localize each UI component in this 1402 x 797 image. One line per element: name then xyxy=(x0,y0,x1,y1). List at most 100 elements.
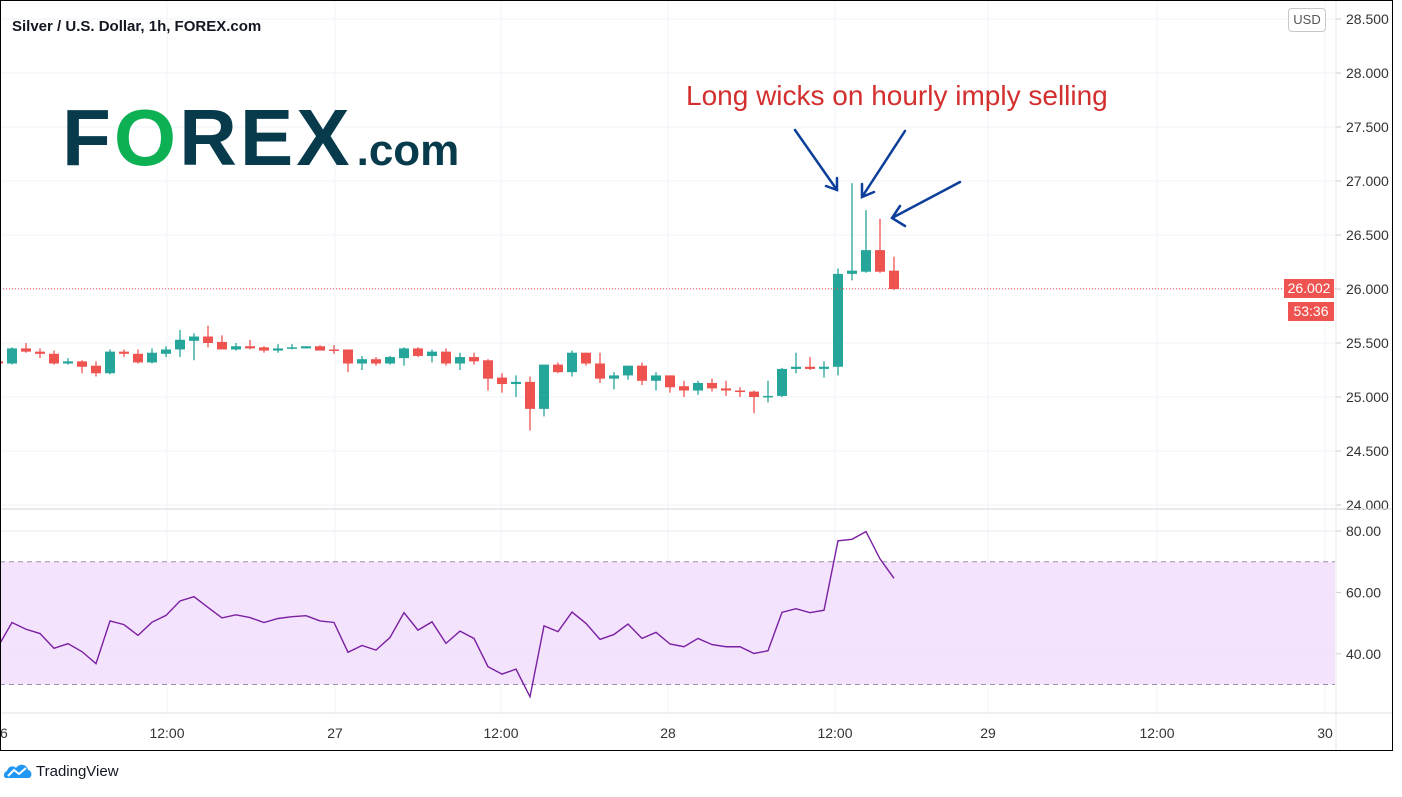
forex-logo: FOREX.com xyxy=(62,92,459,184)
candle-body xyxy=(7,348,17,364)
candle-body xyxy=(329,349,339,351)
x-tick-label: 29 xyxy=(980,725,996,741)
logo-f: F xyxy=(62,93,114,182)
x-tick-label: 12:00 xyxy=(149,725,184,741)
candle xyxy=(413,347,423,358)
candle xyxy=(595,352,605,383)
candle xyxy=(707,378,717,392)
candle xyxy=(875,218,885,273)
y-tick-label: 27.000 xyxy=(1346,173,1389,189)
candle xyxy=(469,352,479,365)
candle-body xyxy=(525,381,535,409)
tradingview-link[interactable]: TradingView xyxy=(4,762,119,780)
candle-body xyxy=(553,364,563,373)
candle xyxy=(371,357,381,366)
candle xyxy=(497,373,507,393)
rsi-axis[interactable]: 80.00 60.00 40.00 xyxy=(1336,523,1381,662)
candle xyxy=(441,348,451,366)
candle xyxy=(693,380,703,395)
candle xyxy=(889,256,899,291)
candle xyxy=(553,362,563,374)
candle-body xyxy=(63,361,73,364)
candle-body xyxy=(609,375,619,379)
candle-body xyxy=(315,346,325,351)
candle xyxy=(735,387,745,397)
candle-body xyxy=(273,348,283,351)
y-tick-label: 28.500 xyxy=(1346,11,1389,27)
candle-body xyxy=(735,390,745,393)
candle xyxy=(119,349,129,358)
candle xyxy=(133,349,143,364)
candle xyxy=(357,355,367,370)
candle xyxy=(539,364,549,417)
candle-body xyxy=(1,361,3,364)
x-tick-label: 30 xyxy=(1317,725,1333,741)
candle-body xyxy=(441,351,451,364)
candle xyxy=(1,361,3,364)
candle xyxy=(847,183,857,281)
candle xyxy=(35,348,45,359)
y-tick-label: 25.000 xyxy=(1346,389,1389,405)
candle-body xyxy=(483,360,493,379)
candle xyxy=(105,349,115,375)
chart-frame xyxy=(0,0,1393,751)
arrow-3 xyxy=(890,180,962,228)
candle xyxy=(343,349,353,373)
candle xyxy=(679,380,689,397)
candle xyxy=(329,345,339,354)
candle-body xyxy=(651,375,661,381)
x-tick-label: 27 xyxy=(327,725,343,741)
candle xyxy=(861,210,871,273)
candle xyxy=(567,350,577,377)
candle-body xyxy=(399,348,409,359)
candle-body xyxy=(133,353,143,363)
candle-body xyxy=(665,375,675,388)
candle-body xyxy=(511,381,521,385)
y-tick-label: 28.000 xyxy=(1346,65,1389,81)
x-tick-label: 12:00 xyxy=(483,725,518,741)
candle xyxy=(623,365,633,380)
candle-body xyxy=(539,364,549,409)
candle xyxy=(21,343,31,353)
candle-body xyxy=(679,386,689,391)
candle xyxy=(259,346,269,353)
candle-body xyxy=(35,351,45,354)
candle xyxy=(77,360,87,374)
candle xyxy=(245,339,255,350)
candle-body xyxy=(119,351,129,354)
candle xyxy=(511,375,521,397)
candle-body xyxy=(707,382,717,389)
price-axis[interactable]: 28.500 28.000 27.500 27.000 26.500 26.000 25.5… xyxy=(1336,11,1389,513)
rsi-tick-label: 40.00 xyxy=(1346,646,1381,662)
candle-body xyxy=(595,363,605,379)
candle-body xyxy=(245,346,255,349)
candle-body xyxy=(231,346,241,350)
candle-body xyxy=(91,365,101,374)
candle xyxy=(189,333,199,361)
candle-body xyxy=(287,347,297,349)
x-tick-label: 12:00 xyxy=(1139,725,1174,741)
candle-body xyxy=(469,357,479,362)
candle-body xyxy=(833,273,843,367)
candle-body xyxy=(847,270,857,274)
candle-body xyxy=(385,357,395,364)
candle xyxy=(455,352,465,370)
logo-domain: .com xyxy=(356,126,460,175)
y-tick-label: 25.500 xyxy=(1346,335,1389,351)
time-axis[interactable]: 26 12:00 27 12:00 28 12:00 29 12:00 30 xyxy=(0,712,1393,741)
candle xyxy=(273,344,283,353)
y-tick-label: 27.500 xyxy=(1346,119,1389,135)
candles xyxy=(1,183,899,431)
candle xyxy=(721,380,731,396)
rsi-band xyxy=(1,530,1335,685)
candle xyxy=(777,367,787,397)
x-tick-label: 12:00 xyxy=(817,725,852,741)
annotation-text: Long wicks on hourly imply selling xyxy=(686,80,1108,111)
candle xyxy=(749,390,759,414)
currency-button[interactable]: USD xyxy=(1288,8,1326,32)
candle xyxy=(763,380,773,403)
candle-body xyxy=(343,349,353,364)
candle-body xyxy=(77,361,87,367)
candle-body xyxy=(357,359,367,364)
